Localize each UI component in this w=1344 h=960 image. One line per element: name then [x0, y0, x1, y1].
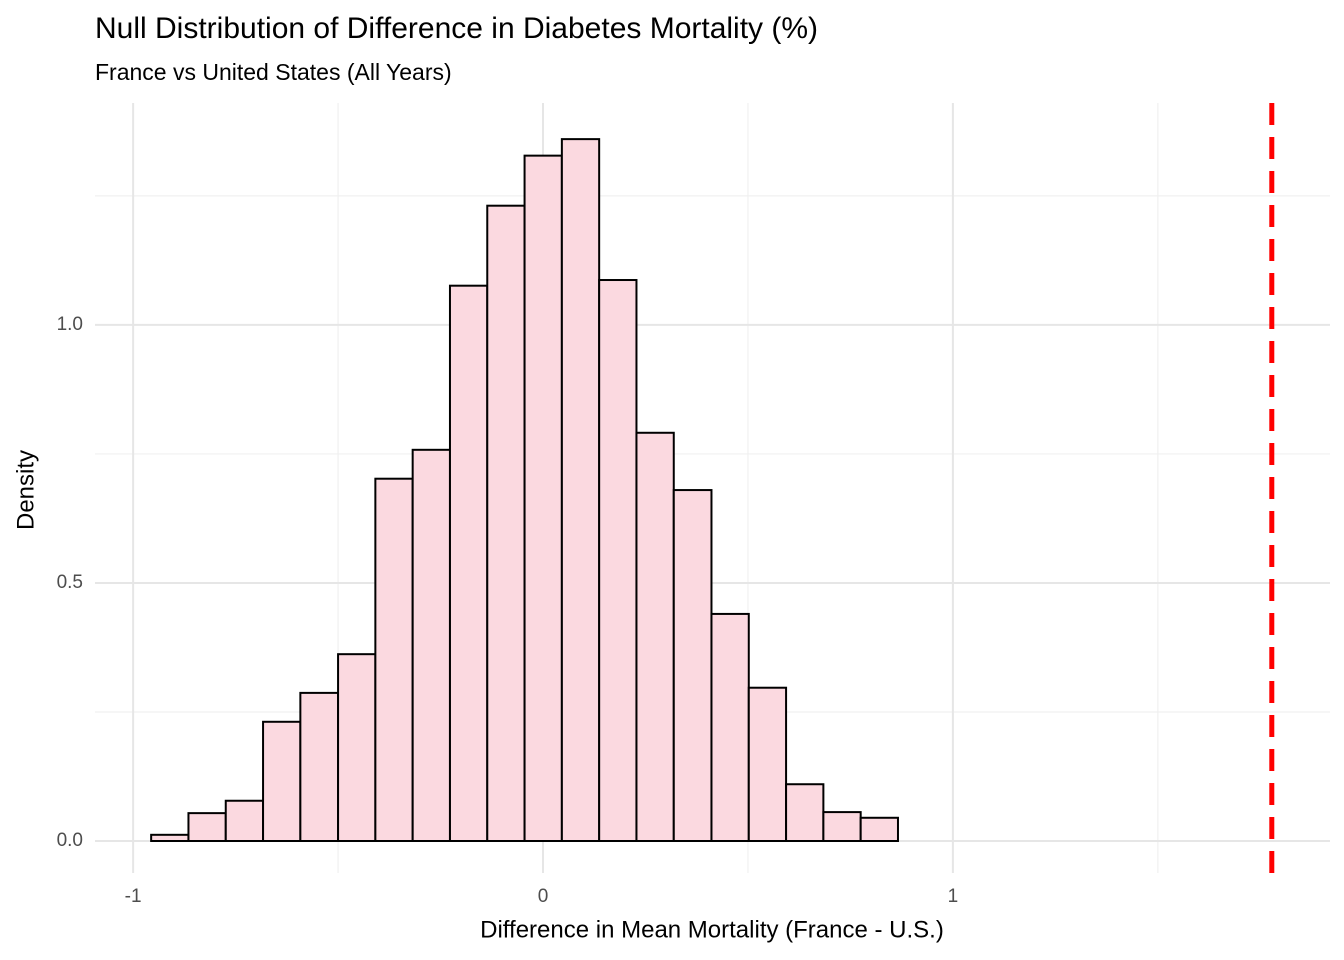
bar [523, 154, 563, 843]
bar [822, 811, 862, 843]
bar [635, 431, 675, 843]
bar [710, 612, 750, 843]
x-axis-label: Difference in Mean Mortality (France - U… [480, 916, 944, 943]
x-tick-label: 1 [948, 886, 959, 907]
y-tick-label: 0.5 [57, 572, 83, 593]
chart-title: Null Distribution of Difference in Diabe… [95, 12, 818, 45]
bar [262, 720, 302, 843]
bar [448, 284, 489, 843]
bar [150, 833, 190, 843]
bar [785, 783, 825, 843]
bar [672, 489, 713, 843]
bar [747, 686, 788, 843]
bar [486, 204, 526, 843]
bar [374, 477, 414, 843]
bar [560, 138, 601, 843]
bar [337, 653, 377, 843]
y-tick-label: 1.0 [57, 314, 83, 335]
bar [859, 816, 899, 843]
y-tick-label: 0.0 [57, 830, 83, 851]
chart-subtitle: France vs United States (All Years) [95, 59, 452, 85]
bar [299, 691, 340, 843]
bar [411, 448, 451, 843]
bar [224, 799, 265, 843]
x-tick-label: -1 [125, 886, 142, 907]
bar [598, 279, 638, 843]
y-axis-label: Density [12, 450, 39, 530]
bar [187, 812, 227, 843]
x-tick-label: 0 [538, 886, 549, 907]
